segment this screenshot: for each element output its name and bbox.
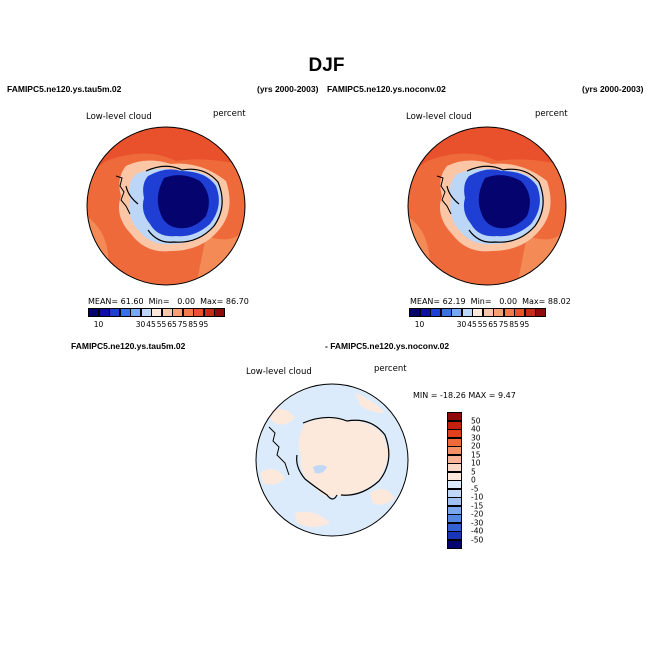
panel2-variable: Low-level cloud [406,112,472,122]
colorbar-tick-label: 30 [456,320,467,329]
panel2-case-name: FAMIPC5.ne120.ys.noconv.02 [327,84,446,94]
panel2-map [407,126,567,286]
colorbar-swatch [493,308,504,317]
colorbar-tick-label: -20 [471,509,484,519]
colorbar-tick-label: 45 [146,320,156,329]
colorbar-swatch [109,308,120,317]
colorbar-swatch [430,308,441,317]
figure-title: DJF [308,55,345,76]
colorbar-tick-label: -10 [471,492,484,502]
colorbar-tick-label: -15 [471,501,484,510]
colorbar-swatch [440,308,452,317]
colorbar-tick-label: -30 [471,518,484,527]
diff-colorbar-swatches [447,412,507,549]
colorbar-tick-label: 10 [414,320,425,329]
colorbar-tick-label: 20 [471,441,481,451]
colorbar-swatch [514,308,525,317]
colorbar-swatch [203,308,215,317]
colorbar-swatch [193,308,204,317]
colorbar-tick-label: 10 [93,320,104,329]
diff-case-b: - FAMIPC5.ne120.ys.noconv.02 [325,341,450,351]
colorbar-tick-label: -50 [471,535,484,544]
panel2-years: (yrs 2000-2003) [582,84,644,94]
panel1-map [86,126,246,286]
colorbar-tick-label: 95 [519,320,530,329]
panel1-case-name: FAMIPC5.ne120.ys.tau5m.02 [7,84,122,94]
colorbar-swatch [461,308,473,317]
colorbar-tick-label: 10 [471,458,481,468]
panel2-colorbar-swatches [409,308,565,317]
colorbar-swatch [98,308,110,317]
diff-minmax: MIN = -18.26 MAX = 9.47 [413,391,516,400]
colorbar-tick-label: 95 [198,320,209,329]
panel1-colorbar: 10 30 45 55 65 75 85 95 [88,308,244,332]
colorbar-tick-label: -5 [471,484,479,493]
colorbar-swatch [472,308,483,317]
colorbar-swatch [524,308,536,317]
panel1-units: percent [213,109,246,119]
diff-case-a: FAMIPC5.ne120.ys.tau5m.02 [71,341,186,351]
colorbar-tick-label: 15 [471,450,481,459]
colorbar-swatch [88,308,99,317]
colorbar-tick-label: 50 [471,416,481,425]
colorbar-tick-label: 45 [467,320,477,329]
panel2-units: percent [535,109,568,119]
colorbar-tick-label: 30 [471,433,481,442]
colorbar-tick-label: 65 [488,320,498,329]
colorbar-swatch [161,308,173,317]
diff-variable: Low-level cloud [246,367,312,377]
colorbar-tick-label: 85 [188,320,198,329]
colorbar-tick-label: 40 [471,424,481,434]
panel2-stats: MEAN= 62.19 Min= 0.00 Max= 88.02 [410,297,571,306]
colorbar-swatch [409,308,420,317]
panel1-colorbar-swatches [88,308,244,317]
diff-units: percent [374,364,407,374]
diff-colorbar: 50 40 30 20 15 10 5 0 -5 -10 -15 -20 -30 -40 -50 [447,412,507,549]
colorbar-tick-label: -40 [471,526,484,536]
colorbar-swatch [172,308,183,317]
colorbar-tick-label: 5 [471,467,476,476]
colorbar-tick-label: 75 [177,320,188,329]
colorbar-tick-label: 85 [509,320,519,329]
panel2-colorbar: 10 30 45 55 65 75 85 95 [409,308,565,332]
colorbar-tick-label: 30 [135,320,146,329]
colorbar-tick-label: 65 [167,320,177,329]
colorbar-swatch [482,308,494,317]
panel1-stats: MEAN= 61.60 Min= 0.00 Max= 86.70 [88,297,249,306]
colorbar-tick-label: 0 [471,475,476,485]
colorbar-tick-label: 55 [156,320,167,329]
colorbar-tick-label: 75 [498,320,509,329]
colorbar-swatch [214,308,225,317]
colorbar-swatch [140,308,152,317]
colorbar-swatch [119,308,131,317]
panel1-years: (yrs 2000-2003) [257,84,319,94]
colorbar-swatch [130,308,141,317]
colorbar-swatch [535,308,546,317]
diff-map [255,383,409,537]
colorbar-swatch [151,308,162,317]
colorbar-swatch [503,308,515,317]
colorbar-swatch [182,308,194,317]
panel1-variable: Low-level cloud [86,112,152,122]
colorbar-tick-label: 55 [477,320,488,329]
colorbar-swatch [419,308,431,317]
colorbar-swatch [447,539,462,549]
colorbar-swatch [451,308,462,317]
